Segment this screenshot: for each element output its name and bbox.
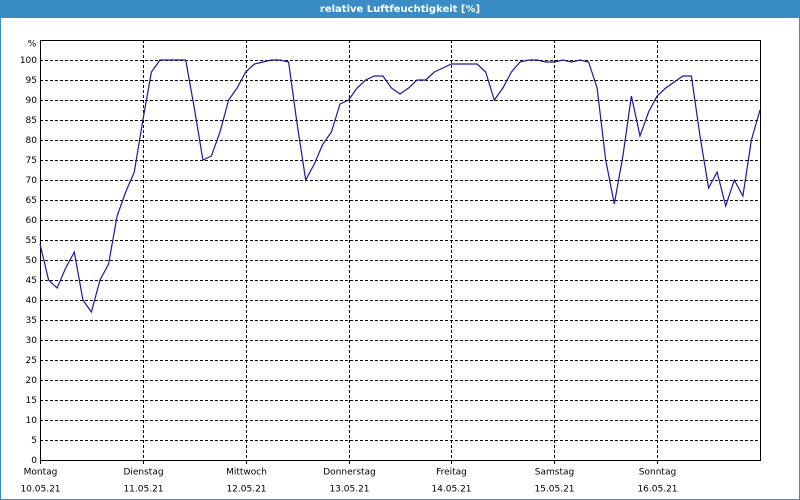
title-bar — [0, 0, 800, 18]
x-tick-date: 10.05.21 — [20, 485, 60, 495]
x-tick-date: 11.05.21 — [123, 485, 163, 495]
x-tick-date: 15.05.21 — [534, 485, 574, 495]
y-tick-label: 10 — [26, 416, 38, 426]
x-tick-label: Montag — [24, 468, 58, 478]
x-tick-date: 16.05.21 — [637, 485, 677, 495]
y-tick-label: 0 — [31, 456, 37, 466]
x-tick-date: 14.05.21 — [431, 485, 471, 495]
y-tick-label: 25 — [26, 356, 37, 366]
y-tick-label: 80 — [26, 136, 38, 146]
y-tick-label: 5 — [31, 436, 37, 446]
y-tick-label: 20 — [26, 376, 38, 386]
x-tick-label: Dienstag — [123, 468, 163, 478]
y-tick-label: 60 — [26, 216, 38, 226]
y-tick-label: 85 — [26, 116, 37, 126]
y-tick-label: 50 — [26, 256, 38, 266]
data-line — [39, 59, 761, 314]
y-tick-label: 35 — [26, 316, 37, 326]
x-tick-label: Mittwoch — [226, 468, 267, 478]
y-tick-label: 100 — [20, 56, 37, 66]
y-tick-label: 70 — [26, 176, 38, 186]
y-tick-label: 90 — [26, 96, 38, 106]
x-tick-label: Sonntag — [639, 468, 676, 478]
x-tick-date: 12.05.21 — [226, 485, 266, 495]
x-tick-label: Donnerstag — [323, 468, 376, 478]
x-tick-date: 13.05.21 — [329, 485, 369, 495]
y-tick-label: 40 — [26, 296, 38, 306]
x-tick-label: Freitag — [436, 468, 467, 478]
y-tick-label: 30 — [26, 336, 38, 346]
y-tick-label: 75 — [26, 156, 37, 166]
plot-frame — [40, 40, 761, 461]
chart-title: relative Luftfeuchtigkeit [%] — [320, 4, 480, 15]
y-tick-label: 95 — [26, 76, 37, 86]
y-tick-label: 45 — [26, 276, 37, 286]
y-axis-label: % — [28, 40, 37, 50]
y-tick-label: 15 — [26, 396, 37, 406]
y-tick-label: 65 — [26, 196, 37, 206]
x-tick-label: Samstag — [535, 468, 574, 478]
y-tick-label: 55 — [26, 236, 37, 246]
